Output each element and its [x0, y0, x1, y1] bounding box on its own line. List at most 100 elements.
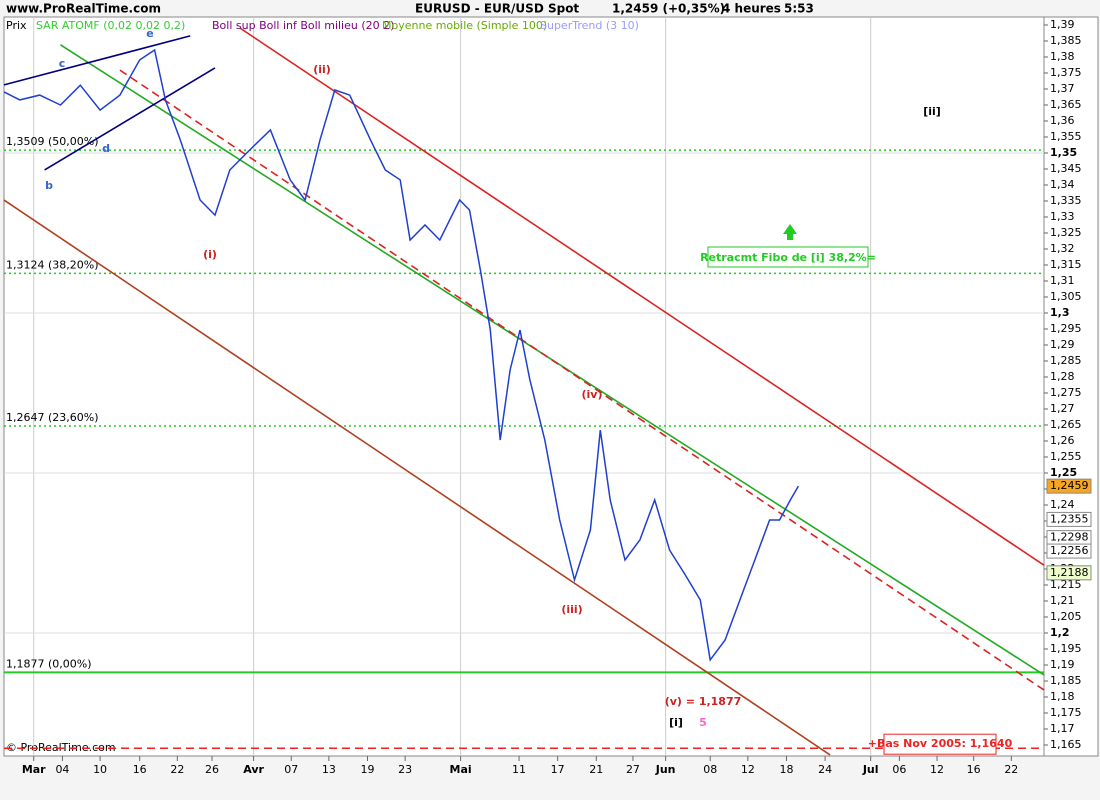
y-tick-label: 1,24	[1050, 498, 1075, 511]
price-line	[3, 48, 800, 662]
y-tick-label: 1,34	[1050, 178, 1075, 191]
price-tag	[1046, 478, 1092, 494]
y-tick-label: 1,21	[1050, 594, 1075, 607]
price-tag-label: 1,2256	[1050, 544, 1089, 557]
y-tick-label: 1,175	[1050, 706, 1082, 719]
x-tick-label: 12	[741, 763, 755, 776]
wave-label: (iv)	[582, 388, 603, 401]
x-tick-label: Mai	[450, 763, 472, 776]
x-tick-label: 07	[284, 763, 298, 776]
y-tick-label: 1,3	[1050, 306, 1070, 319]
fibo-note: Retracmt Fibo de [i] 38,2%=	[700, 251, 876, 264]
x-tick-label: 19	[361, 763, 375, 776]
y-tick-label: 1,25	[1050, 466, 1077, 479]
x-tick-label: 22	[170, 763, 184, 776]
trendline	[239, 27, 1045, 566]
price-tag-label: 1,2188	[1050, 566, 1089, 579]
x-tick-label: 06	[892, 763, 906, 776]
y-tick-label: 1,385	[1050, 34, 1082, 47]
layer: Mar 04 10 16 22 26 Avr 07 13 19 23 Mai 11 17 21 27 Jun 08…	[3, 17, 1092, 776]
y-tick-label: 1,35	[1050, 146, 1077, 159]
wave-label: 5	[699, 716, 707, 729]
y-tick-label: 1,315	[1050, 258, 1082, 271]
price-tag-label: 1,2459	[1050, 479, 1089, 492]
y-tick-label: 1,345	[1050, 162, 1082, 175]
trendline	[3, 35, 191, 86]
y-tick-label: 1,17	[1050, 722, 1075, 735]
x-tick-label: 04	[55, 763, 69, 776]
x-tick-label: 11	[512, 763, 526, 776]
fibo-box	[707, 246, 869, 268]
y-tick-label: 1,38	[1050, 50, 1075, 63]
level-label: 1,2647 (23,60%)	[6, 411, 99, 424]
time: 5:53	[784, 2, 814, 16]
price-tag	[1046, 565, 1092, 581]
y-tick-label: 1,215	[1050, 578, 1082, 591]
site: www.ProRealTime.com	[6, 2, 161, 16]
x-tick-label: 08	[703, 763, 717, 776]
x-tick-label: Jun	[655, 763, 676, 776]
y-tick-label: 1,295	[1050, 322, 1082, 335]
x-tick-label: 18	[779, 763, 793, 776]
x-tick-label: 21	[589, 763, 603, 776]
price-tag-label: 1,2355	[1050, 512, 1089, 525]
level-label: 1,3509 (50,00%)	[6, 135, 99, 148]
period: 4 heures	[722, 2, 781, 16]
y-tick-label: 1,33	[1050, 210, 1075, 223]
x-tick-label: 13	[322, 763, 336, 776]
level-label: 1,3124 (38,20%)	[6, 258, 99, 271]
y-tick-label: 1,2	[1050, 626, 1070, 639]
y-tick-label: 1,29	[1050, 338, 1075, 351]
y-tick-label: 1,27	[1050, 402, 1075, 415]
y-tick-label: 1,335	[1050, 194, 1082, 207]
y-tick-label: 1,255	[1050, 450, 1082, 463]
wave-label: [i]	[669, 716, 683, 729]
wave-label: c	[59, 57, 66, 70]
y-tick-label: 1,165	[1050, 738, 1082, 751]
symbol: EURUSD - EUR/USD Spot	[415, 2, 579, 16]
y-tick-label: 1,26	[1050, 434, 1075, 447]
legend-entry: Boll sup Boll inf Boll milieu (20 2)	[212, 19, 394, 32]
level-box	[883, 733, 997, 755]
wave-label: [ii]	[923, 105, 941, 118]
x-tick-label: Jul	[862, 763, 879, 776]
wave-label: d	[102, 142, 110, 155]
wave-label: b	[45, 179, 53, 192]
legend-entry: Prix	[6, 19, 27, 32]
legend-entry: Moyenne mobile (Simple 100)	[382, 19, 547, 32]
x-tick-label: Mar	[22, 763, 46, 776]
y-tick-label: 1,32	[1050, 242, 1075, 255]
y-tick-label: 1,275	[1050, 386, 1082, 399]
y-tick-label: 1,36	[1050, 114, 1075, 127]
up-arrow	[783, 224, 797, 240]
y-tick-label: 1,375	[1050, 66, 1082, 79]
y-tick-label: 1,18	[1050, 690, 1075, 703]
plot-area	[3, 16, 1045, 757]
x-tick-label: 26	[205, 763, 219, 776]
price-axis	[1043, 16, 1099, 757]
y-tick-label: 1,37	[1050, 82, 1075, 95]
y-tick-label: 1,355	[1050, 130, 1082, 143]
y-tick-label: 1,265	[1050, 418, 1082, 431]
x-tick-label: 27	[626, 763, 640, 776]
x-tick-label: 16	[967, 763, 981, 776]
x-tick-label: 22	[1004, 763, 1018, 776]
wave-label: (ii)	[313, 63, 331, 76]
trendline	[119, 69, 1045, 691]
y-tick-label: 1,19	[1050, 658, 1075, 671]
wave-label: (v) = 1,1877	[665, 695, 742, 708]
y-tick-label: 1,285	[1050, 354, 1082, 367]
y-tick-label: 1,185	[1050, 674, 1082, 687]
y-tick-label: 1,39	[1050, 18, 1075, 31]
legend-entry: SAR ATOMF (0,02 0,02 0,2)	[36, 19, 185, 32]
y-tick-label: 1,28	[1050, 370, 1075, 383]
y-tick-label: 1,205	[1050, 610, 1082, 623]
x-tick-label: 16	[133, 763, 147, 776]
y-tick-label: 1,305	[1050, 290, 1082, 303]
legend-entry: SuperTrend (3 10)	[540, 19, 639, 32]
y-tick-label: 1,325	[1050, 226, 1082, 239]
wave-label: e	[146, 27, 153, 40]
y-tick-label: 1,31	[1050, 274, 1075, 287]
price-tag	[1046, 511, 1092, 527]
